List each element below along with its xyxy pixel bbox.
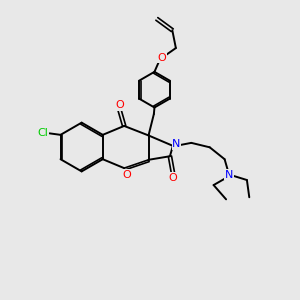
- Text: O: O: [169, 173, 177, 183]
- Text: O: O: [157, 53, 166, 63]
- Text: Cl: Cl: [37, 128, 48, 138]
- Text: N: N: [225, 170, 233, 180]
- Text: N: N: [172, 140, 181, 149]
- Text: O: O: [122, 170, 131, 180]
- Text: O: O: [115, 100, 124, 110]
